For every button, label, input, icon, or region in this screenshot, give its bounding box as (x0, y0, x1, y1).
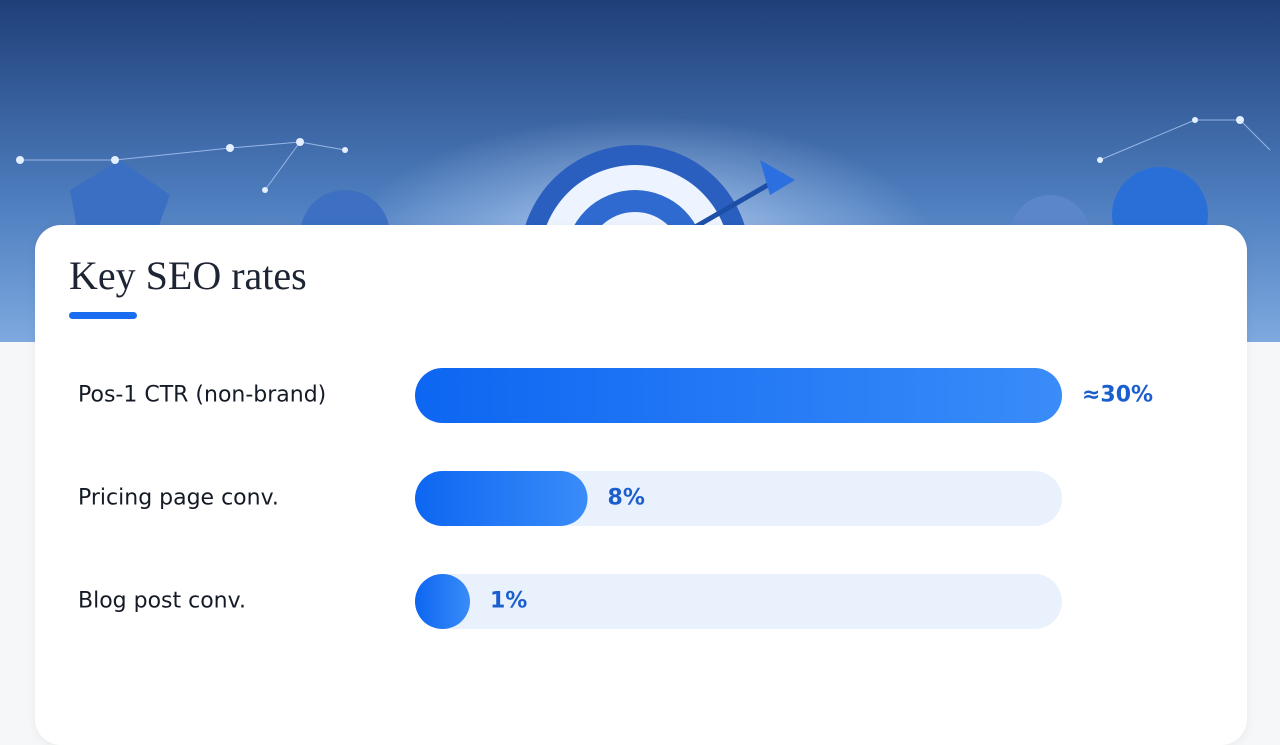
value-label: 1% (490, 589, 527, 614)
category-label: Pricing page conv. (78, 486, 279, 511)
bar-track (415, 574, 1062, 629)
chart-title: Key SEO rates (69, 253, 307, 298)
value-label: ≈30% (1082, 383, 1153, 408)
value-label: 8% (608, 486, 645, 511)
page: Key SEO rates Pos-1 CTR (non-brand) ≈30% P… (0, 0, 1280, 629)
bar (415, 471, 588, 526)
title-underline (69, 312, 137, 319)
bar (415, 368, 1062, 423)
chart: Key SEO rates Pos-1 CTR (non-brand) ≈30% P… (69, 253, 1153, 629)
category-label: Blog post conv. (78, 589, 246, 614)
bar (415, 574, 470, 629)
category-label: Pos-1 CTR (non-brand) (78, 383, 326, 408)
